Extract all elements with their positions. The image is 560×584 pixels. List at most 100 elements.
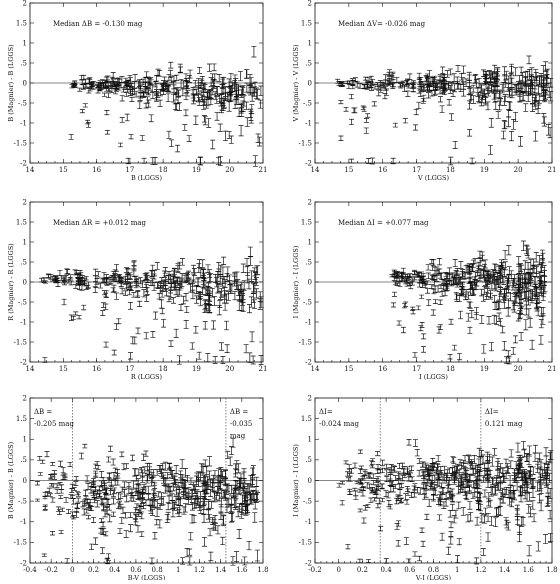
data-point: [439, 532, 445, 541]
data-point: [375, 476, 381, 482]
data-point: [150, 264, 156, 271]
data-point: [251, 45, 257, 58]
data-point: [493, 264, 499, 273]
median-annotation: Median ΔI = +0.077 mag: [338, 219, 429, 227]
data-point: [250, 465, 256, 476]
data-point: [85, 121, 91, 128]
data-point: [154, 262, 160, 270]
data-point: [506, 285, 512, 293]
data-point: [426, 299, 432, 307]
data-point: [365, 158, 371, 164]
data-point: [183, 468, 189, 478]
data-point: [132, 518, 138, 526]
data-point: [244, 258, 250, 268]
data-point: [458, 84, 464, 93]
data-point: [230, 556, 236, 566]
data-point: [495, 482, 501, 491]
data-point: [116, 318, 122, 325]
data-point: [97, 490, 103, 497]
data-point: [473, 74, 479, 84]
data-point: [495, 458, 501, 467]
data-point: [439, 105, 445, 113]
data-point: [470, 263, 476, 272]
data-point: [440, 487, 446, 495]
data-point: [237, 283, 243, 294]
data-point: [82, 103, 88, 108]
data-point: [535, 541, 541, 552]
data-point: [475, 496, 481, 504]
x-tick-label: 20: [514, 166, 523, 174]
data-point: [515, 274, 521, 283]
data-point: [244, 117, 250, 127]
x-tick-label: 0.8: [428, 566, 439, 574]
data-point: [357, 449, 363, 454]
data-point: [173, 287, 179, 296]
y-tick-label: 1: [308, 39, 312, 47]
data-point: [168, 340, 174, 347]
data-point: [212, 515, 218, 524]
data-point: [187, 283, 193, 293]
data-point: [525, 262, 531, 273]
data-point: [353, 490, 359, 497]
data-point: [79, 109, 85, 114]
data-point: [474, 79, 480, 89]
median-annotation-2: ΔB =: [230, 408, 248, 416]
data-point: [480, 454, 486, 465]
data-point: [51, 470, 57, 475]
data-point: [239, 89, 245, 98]
data-point: [520, 517, 526, 526]
y-tick-label: -.5: [303, 298, 312, 306]
data-point: [165, 511, 171, 521]
data-point: [131, 292, 137, 298]
data-point: [93, 268, 99, 276]
data-point: [152, 81, 158, 88]
data-point: [419, 322, 425, 328]
data-point: [193, 486, 199, 494]
y-tick-label: -2: [305, 358, 312, 366]
data-point: [513, 67, 519, 77]
data-point: [178, 470, 184, 479]
data-point: [436, 257, 442, 266]
data-point: [141, 502, 147, 510]
data-point: [254, 476, 260, 487]
data-point: [534, 266, 540, 278]
data-point: [396, 471, 402, 479]
data-point: [150, 331, 156, 338]
data-point: [490, 477, 496, 486]
y-tick-label: -1.5: [299, 139, 313, 147]
data-point: [385, 492, 391, 499]
data-point: [383, 558, 389, 564]
data-point: [410, 306, 416, 311]
data-point: [202, 277, 208, 287]
x-tick-label: 1: [176, 566, 180, 574]
data-point: [119, 95, 125, 102]
y-tick-label: .5: [305, 456, 312, 464]
data-point: [526, 290, 532, 300]
y-tick-label: -2: [20, 358, 27, 366]
data-point: [498, 463, 504, 474]
x-tick-label: 0.4: [381, 566, 393, 574]
data-point: [467, 474, 473, 482]
data-point: [224, 272, 230, 282]
y-tick-label: -.5: [18, 99, 27, 107]
data-point: [78, 452, 84, 460]
data-point: [477, 257, 483, 267]
data-point: [449, 503, 455, 511]
median-annotation-2: ΔI=: [485, 408, 499, 416]
data-point: [533, 130, 539, 142]
x-tick-label: 21: [259, 365, 268, 373]
data-point: [457, 485, 463, 493]
data-point: [189, 342, 195, 350]
data-point: [376, 89, 382, 97]
data-point: [473, 307, 479, 315]
data-point: [431, 288, 437, 295]
data-point: [124, 494, 130, 503]
data-point: [489, 516, 495, 526]
y-tick-label: 1: [308, 436, 312, 444]
data-point: [250, 293, 256, 303]
data-point: [512, 293, 518, 303]
data-point: [502, 121, 508, 130]
data-point: [87, 87, 93, 92]
y-tick-label: -.5: [303, 99, 312, 107]
data-point: [144, 295, 150, 302]
